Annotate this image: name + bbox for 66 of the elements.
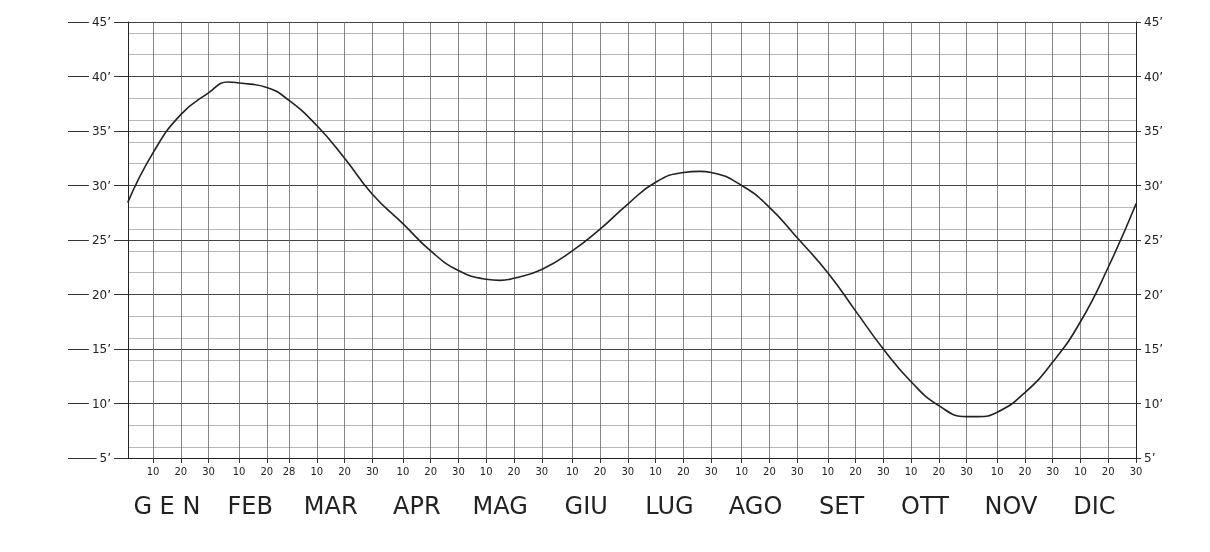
y-tick-label: 35’ — [91, 124, 111, 138]
x2-tick-label: OTT — [901, 492, 950, 520]
x-tick-label: 20 — [763, 465, 776, 477]
x-tick-label: 10 — [565, 465, 579, 477]
y-tick-label: 30’ — [91, 178, 111, 193]
y-tick-label: 10’ — [91, 396, 111, 411]
x-tick-label: 10 — [1074, 465, 1087, 477]
x-tick-label: 10 — [904, 465, 918, 477]
y-tick-label: 40’ — [91, 69, 111, 84]
x-tick-label: 30 — [876, 465, 890, 477]
y2-tick-label: 25’ — [1144, 233, 1164, 247]
y2-tick-label: 45’ — [1144, 15, 1164, 29]
x-tick-label: 30 — [366, 465, 379, 477]
x-tick-label: 30 — [202, 465, 215, 477]
x-tick-label: 20 — [677, 465, 690, 477]
x-tick-label: 10 — [649, 465, 662, 477]
x-tick-label: 20 — [1101, 465, 1115, 477]
x-tick-label: 20 — [1018, 465, 1032, 477]
x-tick-label: 30 — [704, 465, 718, 477]
x2-tick-label: APR — [393, 492, 441, 520]
x2-tick-label: MAG — [472, 492, 528, 520]
y2-tick-label: 30’ — [1144, 178, 1164, 193]
y-tick-label: 20’ — [91, 287, 111, 302]
x-tick-label: 30 — [1046, 465, 1060, 477]
y-tick-label: 45’ — [91, 15, 111, 29]
x-tick-label: 10 — [479, 465, 493, 477]
x-tick-label: 20 — [174, 465, 188, 477]
x2-tick-label: GIU — [564, 492, 608, 520]
y-tick-label: 5’ — [99, 451, 111, 465]
x-tick-label: 20 — [593, 465, 607, 477]
y2-tick-label: 40’ — [1144, 69, 1164, 84]
x-tick-label: 20 — [424, 465, 438, 477]
x-tick-label: 30 — [960, 465, 973, 477]
x-tick-label: 30 — [621, 465, 635, 477]
x-tick-label: 20 — [507, 465, 521, 477]
x-tick-label: 10 — [990, 465, 1004, 477]
y2-tick-label: 15’ — [1144, 342, 1164, 356]
y-tick-label: 15’ — [91, 342, 111, 356]
y2-tick-label: 35’ — [1144, 124, 1164, 138]
x-tick-label: 20 — [260, 465, 274, 477]
x-tick-label: 20 — [338, 465, 351, 477]
x2-tick-label: SET — [819, 492, 865, 520]
x2-tick-label: AGO — [728, 492, 783, 520]
x-tick-label: 10 — [310, 465, 324, 477]
x2-tick-label: LUG — [645, 492, 694, 520]
x-tick-label: 10 — [232, 465, 246, 477]
x2-tick-label: MAR — [303, 492, 358, 520]
x-tick-label: 20 — [849, 465, 862, 477]
y2-tick-label: 10’ — [1144, 396, 1164, 411]
x-tick-label: 30 — [790, 465, 804, 477]
y2-tick-label: 5’ — [1144, 451, 1156, 465]
x-tick-label: 10 — [396, 465, 410, 477]
y2-tick-label: 20’ — [1144, 287, 1164, 302]
x-tick-label: 30 — [535, 465, 549, 477]
x2-tick-label: DIC — [1073, 492, 1116, 520]
y-tick-label: 25’ — [91, 233, 111, 247]
x2-tick-label: G E N — [133, 492, 201, 520]
x-tick-label: 30 — [452, 465, 465, 477]
x-tick-label: 10 — [735, 465, 749, 477]
x-tick-label: 10 — [821, 465, 835, 477]
x-tick-label: 30 — [1129, 465, 1143, 477]
x-tick-label: 10 — [146, 465, 160, 477]
x2-tick-label: FEB — [227, 492, 273, 520]
x-tick-label: 20 — [932, 465, 946, 477]
x-tick-label: 28 — [282, 465, 296, 477]
x2-tick-label: NOV — [984, 492, 1039, 520]
